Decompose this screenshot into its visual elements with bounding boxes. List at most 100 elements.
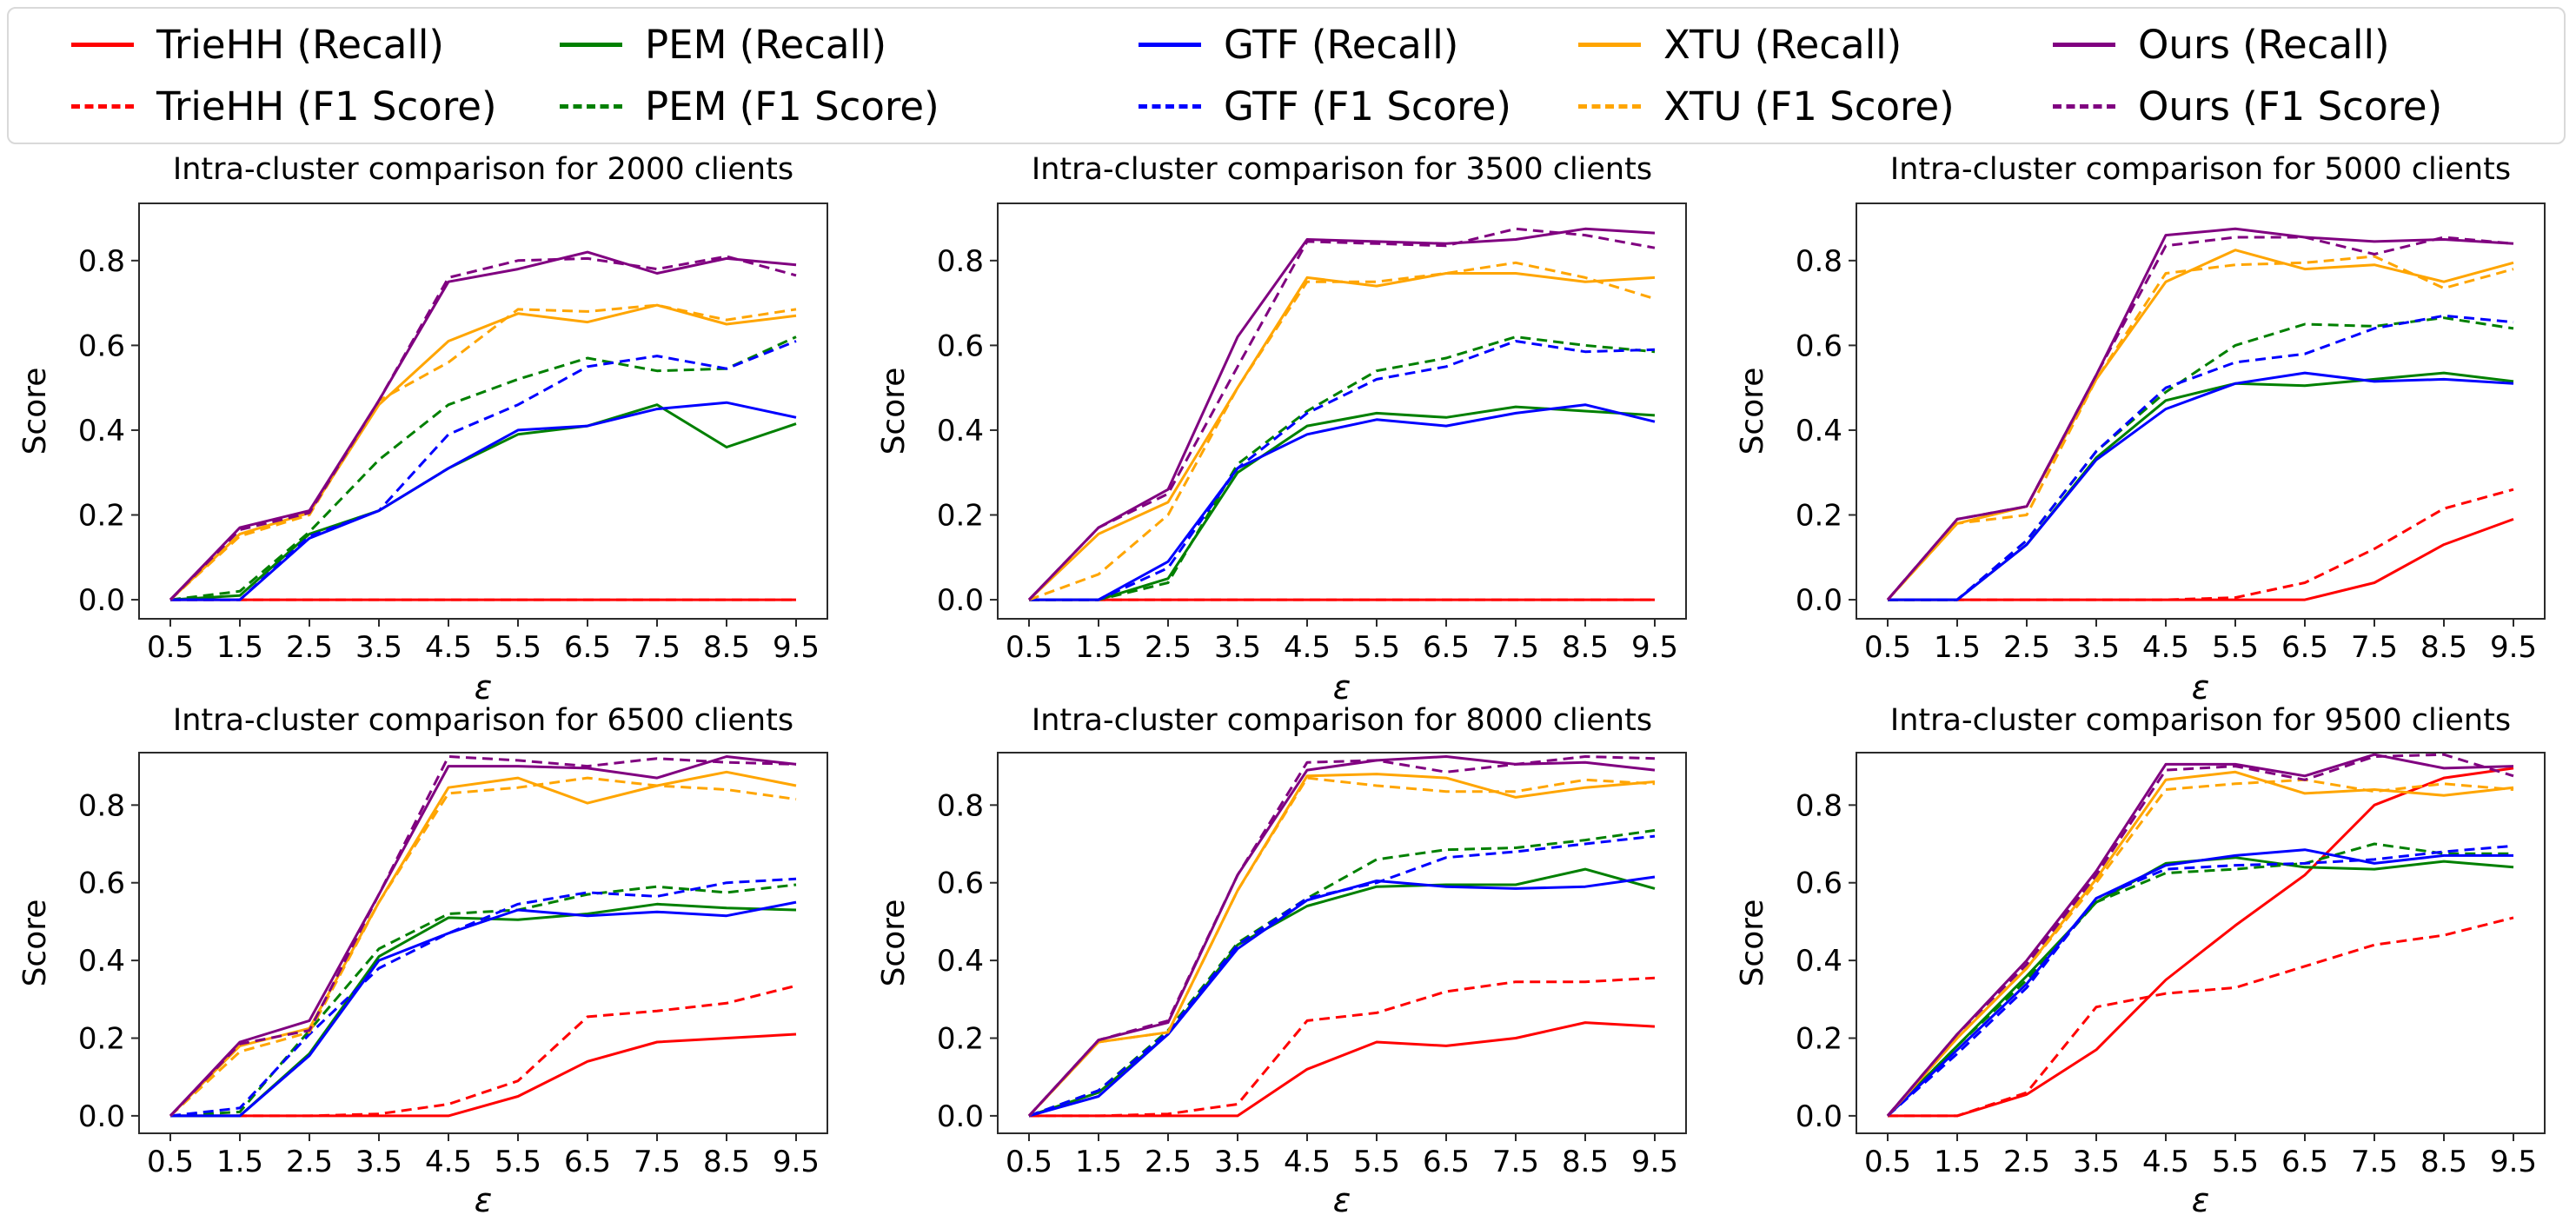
series-line-gtf-f1-score-	[1888, 314, 2514, 601]
x-axis-label: ε	[475, 1181, 493, 1215]
series-line-xtu-f1-score-	[1028, 261, 1656, 601]
y-tick-label: 0.4	[937, 414, 984, 448]
x-tick-label: 7.5	[634, 1145, 681, 1179]
series-line-ours-f1-score-	[169, 755, 797, 1117]
x-tick-label: 4.5	[1284, 1145, 1331, 1179]
series-line-xtu-f1-score-	[1886, 778, 2514, 1117]
y-axis-label: Score	[1735, 900, 1770, 987]
series-line-pem-f1-score-	[1886, 842, 2513, 1117]
series-line-ours-f1-score-	[1886, 753, 2514, 1117]
y-tick-label: 0.2	[937, 499, 984, 534]
legend-label: PEM (F1 Score)	[645, 83, 939, 129]
y-tick-label: 0.4	[937, 944, 984, 979]
x-tick-label: 5.5	[1353, 630, 1400, 665]
subplot-8000-clients: Intra-cluster comparison for 8000 client…	[859, 704, 1717, 1215]
x-tick-label: 6.5	[2281, 630, 2328, 665]
y-tick-label: 0.0	[78, 1099, 125, 1134]
x-tick-label: 3.5	[355, 630, 402, 665]
solid-line-swatch-icon	[2053, 43, 2115, 47]
y-tick-label: 0.4	[78, 944, 125, 979]
series-line-triehh-f1-score-	[1888, 488, 2514, 601]
x-tick-label: 4.5	[425, 1145, 472, 1179]
subplot-title: Intra-cluster comparison for 2000 client…	[173, 152, 793, 187]
series-line-xtu-f1-score-	[1027, 776, 1656, 1117]
x-tick-label: 1.5	[1934, 630, 1981, 665]
subplot-9500-clients: Intra-cluster comparison for 9500 client…	[1717, 704, 2576, 1215]
x-tick-label: 0.5	[1006, 1145, 1052, 1179]
y-tick-label: 0.2	[78, 1022, 125, 1057]
y-tick-label: 0.8	[78, 244, 125, 279]
x-tick-label: 2.5	[1145, 1145, 1192, 1179]
x-tick-label: 0.5	[147, 1145, 194, 1179]
x-tick-label: 6.5	[1423, 1145, 1470, 1179]
series-line-pem-recall-	[169, 403, 797, 601]
x-tick-label: 3.5	[2073, 1145, 2120, 1179]
legend-entry-gtf-f1-score-: GTF (F1 Score)	[1139, 87, 1578, 126]
x-tick-label: 9.5	[1631, 630, 1678, 665]
subplot-title: Intra-cluster comparison for 8000 client…	[1032, 704, 1652, 738]
x-tick-label: 5.5	[495, 1145, 541, 1179]
x-tick-label: 2.5	[286, 1145, 333, 1179]
plot-frame	[1856, 202, 2546, 620]
series-line-ours-recall-	[1886, 753, 2514, 1117]
x-tick-label: 2.5	[1145, 630, 1192, 665]
x-tick-label: 7.5	[2351, 1145, 2398, 1179]
x-tick-label: 7.5	[1492, 630, 1539, 665]
series-line-ours-recall-	[1027, 227, 1656, 601]
y-tick-label: 0.6	[937, 329, 984, 363]
y-tick-label: 0.8	[1796, 244, 1842, 279]
y-tick-label: 0.8	[937, 788, 984, 823]
legend-label: GTF (F1 Score)	[1224, 83, 1511, 129]
series-line-pem-recall-	[1028, 867, 1656, 1118]
x-tick-label: 3.5	[355, 1145, 402, 1179]
dashed-line-swatch-icon	[1578, 104, 1641, 109]
y-tick-label: 0.2	[1796, 1022, 1842, 1057]
y-tick-label: 0.4	[78, 414, 125, 448]
y-axis-label: Score	[17, 900, 53, 987]
x-tick-label: 6.5	[1423, 630, 1470, 665]
subplot-2000-clients: Intra-cluster comparison for 2000 client…	[0, 149, 859, 704]
x-axis-label: ε	[2192, 1181, 2210, 1215]
x-axis-label: ε	[475, 668, 493, 704]
x-tick-label: 2.5	[2003, 1145, 2050, 1179]
legend-entry-gtf-recall-: GTF (Recall)	[1139, 25, 1578, 64]
x-tick-label: 8.5	[2420, 1145, 2467, 1179]
x-tick-label: 8.5	[703, 1145, 750, 1179]
legend-label: TrieHH (F1 Score)	[156, 83, 497, 129]
series-line-ours-recall-	[169, 755, 797, 1117]
plot-canvas-6500: Intra-cluster comparison for 6500 client…	[17, 704, 828, 1215]
solid-line-swatch-icon	[71, 43, 134, 47]
solid-line-swatch-icon	[560, 43, 622, 47]
y-tick-label: 0.0	[1796, 1099, 1842, 1134]
y-tick-label: 0.8	[1796, 788, 1842, 823]
x-tick-label: 1.5	[216, 1145, 263, 1179]
legend-entry-xtu-f1-score-: XTU (F1 Score)	[1578, 87, 2053, 126]
x-tick-label: 6.5	[564, 1145, 611, 1179]
series-line-gtf-recall-	[1888, 371, 2514, 601]
series-line-gtf-f1-score-	[1029, 340, 1656, 601]
legend-label: GTF (Recall)	[1224, 22, 1459, 68]
x-tick-label: 9.5	[2490, 630, 2537, 665]
x-tick-label: 6.5	[564, 630, 611, 665]
series-line-triehh-f1-score-	[1888, 916, 2514, 1118]
legend-entry-pem-f1-score-: PEM (F1 Score)	[560, 87, 1139, 126]
y-tick-label: 0.4	[1796, 414, 1842, 448]
x-tick-label: 1.5	[216, 630, 263, 665]
y-tick-label: 0.2	[78, 499, 125, 534]
plot-frame	[138, 752, 828, 1134]
series-line-ours-recall-	[169, 250, 797, 601]
x-tick-label: 7.5	[2351, 630, 2398, 665]
plot-canvas-3500: Intra-cluster comparison for 3500 client…	[876, 152, 1687, 704]
y-tick-label: 0.6	[78, 329, 125, 363]
subplot-title: Intra-cluster comparison for 6500 client…	[173, 704, 793, 738]
x-axis-label: ε	[1333, 668, 1351, 704]
subplot-5000-clients: Intra-cluster comparison for 5000 client…	[1717, 149, 2576, 704]
x-tick-label: 8.5	[1562, 1145, 1609, 1179]
x-tick-label: 1.5	[1075, 630, 1122, 665]
x-tick-label: 5.5	[495, 630, 541, 665]
y-tick-label: 0.0	[937, 1099, 984, 1134]
series-line-xtu-recall-	[169, 303, 797, 601]
x-tick-label: 1.5	[1075, 1145, 1122, 1179]
x-tick-label: 9.5	[1631, 1145, 1678, 1179]
